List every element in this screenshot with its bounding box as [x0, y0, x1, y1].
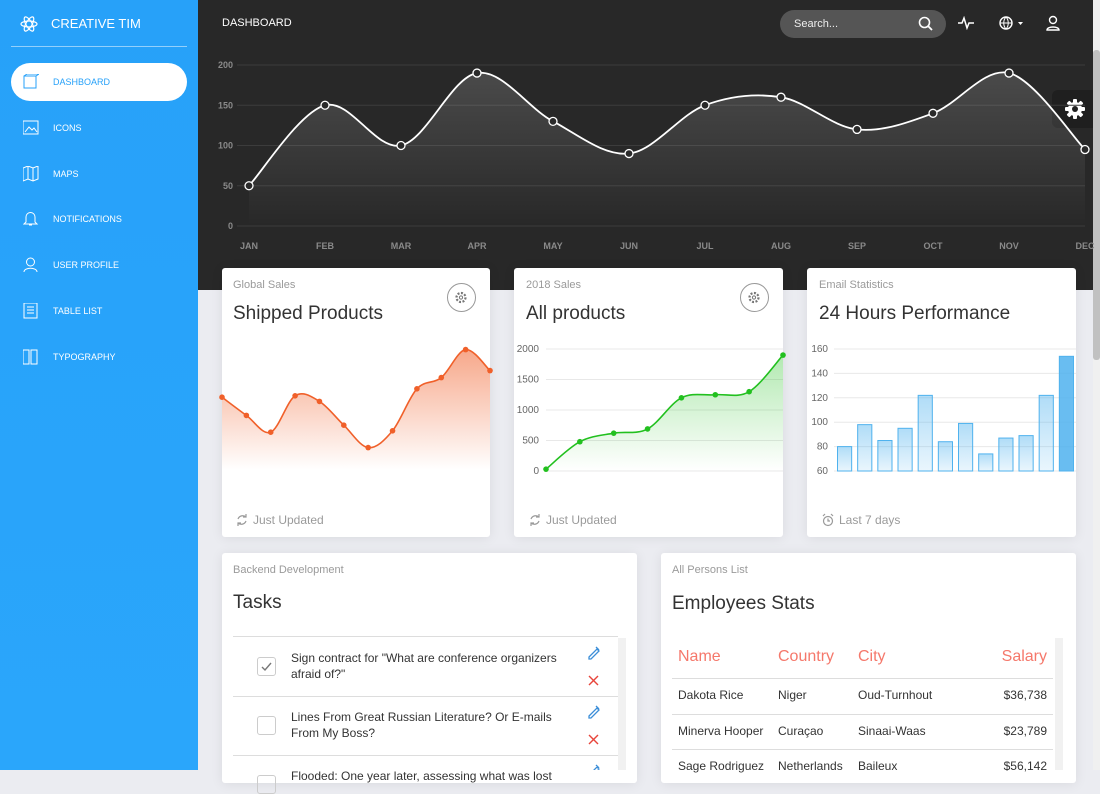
nav-item[interactable]: MAPS	[11, 155, 187, 193]
search-icon[interactable]	[918, 16, 934, 32]
brand: CREATIVE TIM	[51, 16, 141, 31]
column-header: Name	[678, 648, 721, 665]
nav-item[interactable]: TYPOGRAPHY	[11, 338, 187, 376]
cell: $36,738	[1003, 688, 1047, 702]
task-text: Sign contract for "What are conference o…	[291, 651, 557, 681]
employees-subtitle: All Persons List	[672, 564, 748, 576]
cell: Minerva Hooper	[678, 723, 764, 738]
nav-item[interactable]: USER PROFILE	[11, 246, 187, 284]
nav-item[interactable]: ICONS	[11, 109, 187, 147]
nav-label: USER PROFILE	[53, 260, 120, 271]
checkbox[interactable]	[257, 775, 276, 794]
scrollbar	[618, 638, 626, 770]
task-text: Flooded: One year later, assessing what …	[291, 769, 552, 783]
cell: Netherlands	[778, 759, 843, 773]
scrollbar	[1055, 638, 1063, 770]
row-divider	[672, 713, 1053, 715]
nav-label: NOTIFICATIONS	[53, 214, 122, 225]
settings-gear[interactable]	[1064, 98, 1086, 120]
cell: Curaçao	[778, 723, 824, 738]
divider	[233, 755, 618, 756]
card	[807, 268, 1076, 537]
nav-label: TABLE LIST	[53, 306, 103, 316]
card-footer: Just Updated	[546, 513, 617, 527]
nav-item[interactable]: DASHBOARD	[11, 63, 187, 101]
row-divider	[672, 678, 1053, 679]
card-subtitle: Global Sales	[233, 279, 296, 291]
card-settings[interactable]	[740, 283, 769, 312]
row-divider	[672, 749, 1053, 750]
language-menu[interactable]	[998, 15, 1026, 31]
column-header: Salary	[1001, 648, 1047, 665]
checkbox[interactable]	[257, 657, 276, 676]
search-box[interactable]: Search...	[780, 10, 946, 38]
cell: Niger	[778, 688, 807, 702]
tasks-subtitle: Backend Development	[233, 564, 344, 576]
activity-icon[interactable]	[958, 16, 974, 30]
card-title: Shipped Products	[233, 303, 383, 324]
nav-label: MAPS	[53, 168, 79, 179]
card-footer: Just Updated	[253, 513, 324, 527]
checkbox[interactable]	[257, 716, 276, 735]
cell: Sinaai-Waas	[858, 723, 926, 738]
nav-icon	[23, 120, 39, 135]
column-header: City	[858, 648, 886, 665]
nav-item[interactable]: NOTIFICATIONS	[11, 200, 187, 238]
nav-icon	[23, 74, 39, 89]
checkmark	[261, 662, 272, 672]
brand-logo	[20, 16, 38, 32]
nav-label: ICONS	[53, 122, 82, 133]
cell: $23,789	[1003, 723, 1047, 738]
divider	[233, 636, 618, 637]
nav-icon	[23, 212, 39, 226]
employees-card	[661, 553, 1076, 783]
page-scrollbar	[1093, 0, 1100, 770]
header-title: DASHBOARD	[222, 17, 292, 29]
column-header: Country	[778, 648, 835, 665]
nav-icon	[23, 349, 38, 365]
card-title: All products	[526, 303, 626, 324]
divider	[11, 46, 187, 47]
tasks-card	[222, 553, 637, 783]
cell: Baileux	[858, 759, 898, 773]
card-subtitle: Email Statistics	[819, 279, 894, 291]
card-footer: Last 7 days	[839, 513, 901, 527]
nav-icon	[23, 257, 38, 273]
cell: Dakota Rice	[678, 688, 744, 702]
nav-icon	[23, 303, 38, 319]
task-text: Lines From Great Russian Literature? Or …	[291, 710, 552, 740]
cell: $56,142	[1003, 759, 1047, 773]
divider	[233, 696, 618, 697]
top-panel	[198, 0, 1100, 290]
card-title: 24 Hours Performance	[819, 303, 1011, 324]
tasks-title: Tasks	[233, 592, 282, 613]
card-subtitle: 2018 Sales	[526, 279, 582, 291]
employees-title: Employees Stats	[672, 593, 815, 614]
nav-item[interactable]: TABLE LIST	[11, 292, 187, 330]
nav-label: DASHBOARD	[53, 77, 111, 87]
cell: Sage Rodriguez	[678, 759, 765, 773]
user-icon[interactable]	[1045, 15, 1061, 31]
cell: Oud-Turnhout	[858, 688, 933, 702]
card-settings[interactable]	[447, 283, 476, 312]
nav-label: TYPOGRAPHY	[53, 351, 116, 362]
nav-icon	[23, 165, 39, 182]
